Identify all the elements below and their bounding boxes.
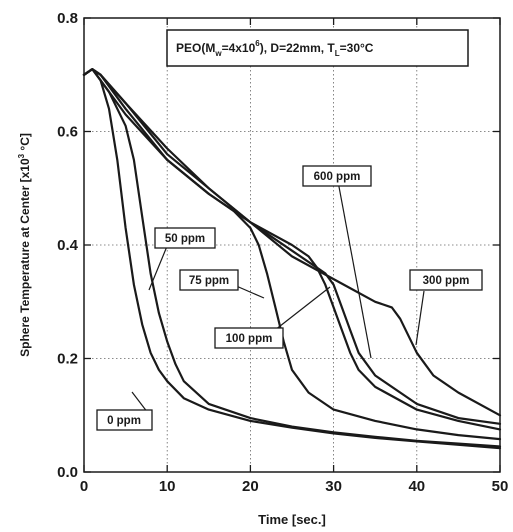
x-tick-label: 30 xyxy=(325,478,342,495)
annotation-0-ppm: 0 ppm xyxy=(96,391,153,431)
series-line-75-ppm xyxy=(82,67,502,441)
annotation-label: 75 ppm xyxy=(189,275,229,287)
y-tick-label: 0.4 xyxy=(57,237,79,254)
x-axis-ticks: 0 10 20 30 40 50 xyxy=(80,18,509,495)
series-line-600-ppm xyxy=(82,67,502,425)
series-group xyxy=(82,67,502,450)
x-tick-label: 20 xyxy=(242,478,259,495)
y-tick-label: 0.2 xyxy=(57,351,78,368)
y-tick-label: 0.6 xyxy=(57,124,78,141)
annotation-label: 600 ppm xyxy=(314,171,361,183)
series-line-300-ppm xyxy=(82,67,502,417)
title-box xyxy=(166,29,469,67)
x-tick-label: 40 xyxy=(408,478,425,495)
annotation-label: 50 ppm xyxy=(165,233,205,245)
x-axis-label: Time [sec.] xyxy=(258,512,326,527)
annotation-label: 100 ppm xyxy=(226,333,273,345)
annotation-label: 0 ppm xyxy=(107,415,141,427)
annotation-100-ppm: 100 ppm xyxy=(214,286,331,349)
x-tick-label: 50 xyxy=(492,478,509,495)
annotation-300-ppm: 300 ppm xyxy=(409,269,483,346)
annotation-75-ppm: 75 ppm xyxy=(179,269,265,299)
annotation-label: 300 ppm xyxy=(423,275,470,287)
x-tick-label: 0 xyxy=(80,478,88,495)
y-tick-label: 0.8 xyxy=(57,10,78,27)
y-axis-ticks: 0.0 0.2 0.4 0.6 0.8 xyxy=(57,10,500,481)
y-tick-label: 0.0 xyxy=(57,464,78,481)
chart-title: PEO(Mw=4x106), D=22mm, TL=30°C xyxy=(176,39,374,58)
annotation-600-ppm: 600 ppm xyxy=(302,165,372,359)
y-axis-label: Sphere Temperature at Center [x103 °C] xyxy=(17,133,32,357)
x-tick-label: 10 xyxy=(159,478,176,495)
annotation-50-ppm: 50 ppm xyxy=(148,227,216,291)
